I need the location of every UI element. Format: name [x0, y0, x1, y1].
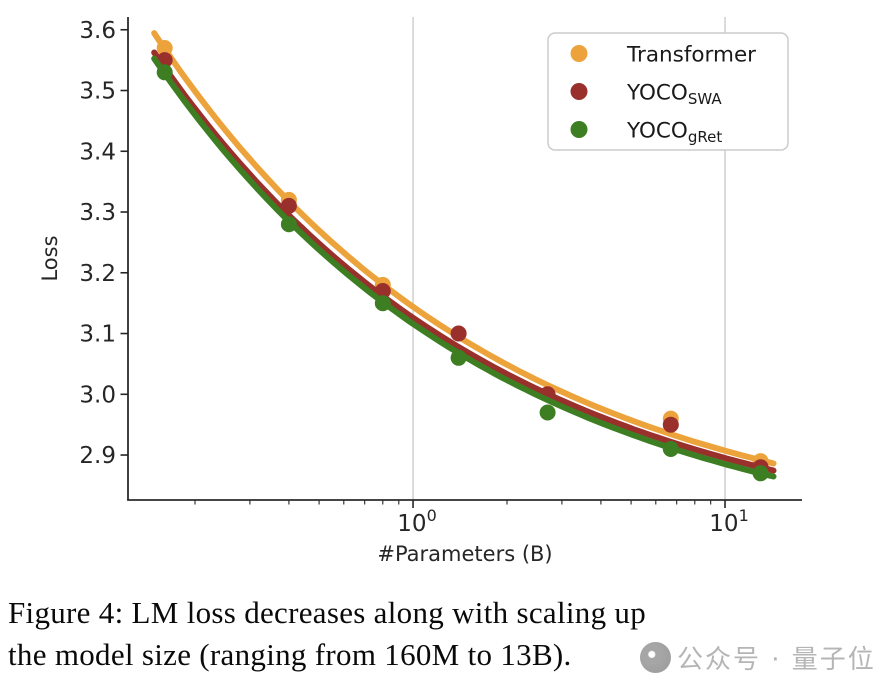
legend-marker-yoco-gret — [570, 121, 588, 138]
watermark: 公众号 · 量子位 — [640, 639, 876, 676]
x-minor-ticks — [194, 500, 712, 505]
y-tick-label: 3.4 — [79, 139, 116, 165]
series-yoco-gret — [151, 55, 777, 482]
y-axis-ticks: 2.9 3.0 3.1 3.2 3.3 3.4 3.5 3.6 — [79, 18, 128, 469]
x-axis-ticks: 100 101 — [397, 500, 749, 537]
caption-line-1: Figure 4: LM loss decreases along with s… — [8, 595, 647, 630]
y-tick-label: 3.1 — [79, 322, 116, 348]
figure-caption: Figure 4: LM loss decreases along with s… — [8, 592, 870, 676]
fit-curve-transformer — [151, 30, 777, 467]
legend-marker-yoco-swa — [570, 83, 588, 100]
y-tick-label: 3.3 — [79, 200, 116, 226]
data-point-yoco-swa — [662, 416, 679, 433]
axes-spines — [127, 17, 802, 501]
loss-vs-parameters-chart: 2.9 3.0 3.1 3.2 3.3 3.4 3.5 3.6 100 101 #Parameter… — [38, 17, 802, 566]
legend-marker-transformer — [570, 45, 588, 62]
x-tick-label: 101 — [709, 506, 748, 537]
x-tick-label: 100 — [397, 506, 436, 537]
data-point-yoco-gret — [539, 404, 556, 421]
data-point-yoco-swa — [450, 325, 467, 342]
y-tick-label: 2.9 — [79, 443, 116, 469]
y-axis-label: Loss — [38, 235, 62, 281]
fit-curve-yoco-gret — [151, 55, 777, 480]
y-tick-label: 3.5 — [79, 79, 116, 105]
legend-label-transformer: Transformer — [626, 43, 756, 68]
y-tick-label: 3.6 — [79, 18, 116, 44]
caption-line-2: the model size (ranging from 160M to 13B… — [8, 637, 572, 673]
y-tick-label: 3.0 — [79, 382, 116, 408]
y-tick-label: 3.2 — [79, 261, 116, 287]
x-axis-label: #Parameters (B) — [377, 542, 552, 566]
qbitai-logo-icon — [640, 642, 671, 673]
watermark-text: 公众号 · 量子位 — [677, 645, 876, 675]
